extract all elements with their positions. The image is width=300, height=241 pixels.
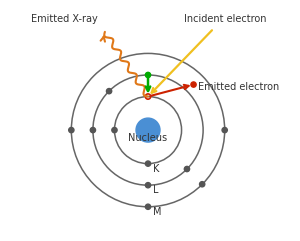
Text: M: M	[153, 207, 161, 217]
Circle shape	[184, 166, 190, 172]
Circle shape	[106, 88, 112, 94]
Circle shape	[69, 127, 74, 133]
Circle shape	[146, 72, 151, 78]
Text: Incident electron: Incident electron	[184, 14, 266, 24]
Circle shape	[136, 118, 160, 142]
Text: L: L	[153, 185, 158, 195]
Circle shape	[146, 204, 151, 209]
Text: K: K	[153, 164, 159, 174]
Circle shape	[222, 127, 227, 133]
Text: Emitted electron: Emitted electron	[198, 82, 280, 92]
Circle shape	[146, 161, 151, 166]
Circle shape	[146, 183, 151, 188]
Text: Emitted X-ray: Emitted X-ray	[31, 14, 98, 24]
Circle shape	[90, 127, 95, 133]
Circle shape	[112, 127, 117, 133]
Circle shape	[191, 82, 196, 87]
Circle shape	[200, 182, 205, 187]
Text: Nucleus: Nucleus	[128, 133, 168, 143]
